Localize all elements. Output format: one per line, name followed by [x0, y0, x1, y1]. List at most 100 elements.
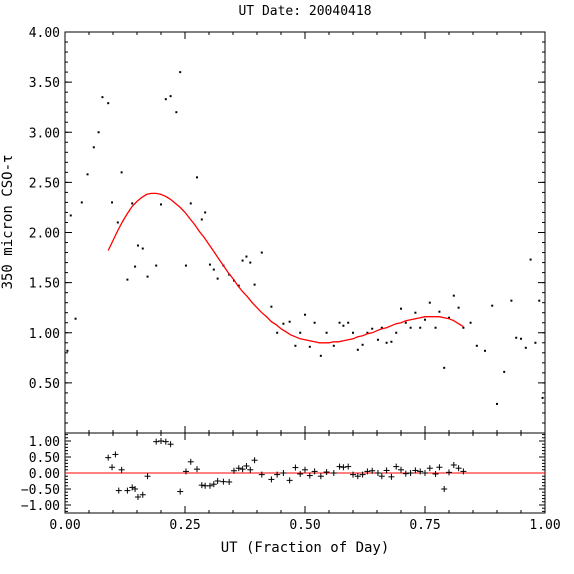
data-point [120, 171, 123, 174]
residual-point [292, 464, 299, 471]
data-point [245, 255, 248, 258]
data-point [457, 306, 460, 309]
data-point [541, 396, 544, 399]
residual-point [280, 470, 287, 476]
residual-point [306, 472, 313, 479]
data-point [86, 173, 89, 176]
data-point [189, 202, 192, 205]
residual-point [412, 467, 419, 474]
data-point [520, 337, 522, 340]
residual-point [364, 468, 371, 475]
data-point [352, 331, 354, 334]
data-point [448, 316, 450, 319]
residual-point [220, 478, 227, 485]
data-point [131, 202, 134, 205]
residual-point [450, 462, 457, 468]
residual-point [162, 438, 169, 445]
x-tick-label: 0.00 [49, 518, 80, 533]
data-point [524, 346, 527, 349]
data-point [424, 318, 426, 321]
y-axis-label: 350 micron CSO-τ [0, 155, 16, 290]
data-point [538, 299, 541, 302]
data-point [241, 259, 244, 262]
y-tick-label: 0.50 [29, 451, 60, 466]
data-point [111, 201, 114, 204]
y-tick-label: 1.00 [29, 435, 60, 450]
x-tick-label: 0.50 [289, 518, 320, 533]
data-point [134, 265, 137, 268]
top-panel: 0.50 1.00 1.50 2.00 2.50 3.00 3.50 4.00 [29, 26, 546, 434]
data-point [529, 258, 532, 261]
data-point [116, 221, 119, 224]
residual-point [354, 473, 361, 480]
data-point [299, 331, 302, 334]
residual-point [350, 471, 356, 478]
data-point [371, 327, 374, 330]
data-point [414, 311, 417, 314]
residual-point [230, 467, 237, 474]
residual-point [388, 473, 395, 480]
residual-point [210, 481, 217, 488]
data-point [469, 321, 472, 324]
data-point [366, 331, 369, 334]
plot-frame [64, 31, 546, 434]
data-point [496, 402, 498, 405]
residual-point [422, 470, 428, 476]
residual-point [153, 438, 160, 445]
residual-point [105, 454, 112, 461]
residual-point [311, 468, 318, 475]
data-point [155, 264, 158, 267]
residual-point [182, 468, 189, 475]
data-point [356, 348, 359, 351]
data-point [80, 201, 83, 204]
data-point [101, 96, 104, 99]
residual-point [118, 466, 125, 473]
data-point [74, 317, 77, 320]
data-point [208, 263, 211, 266]
residual-point [393, 463, 400, 470]
data-point [66, 349, 69, 352]
residual-point [115, 487, 122, 494]
data-point [510, 299, 513, 302]
residual-point [251, 457, 258, 464]
y-tick-label: −0.50 [21, 483, 60, 498]
data-point [204, 211, 207, 214]
data-point [438, 310, 441, 313]
residual-point [336, 463, 343, 470]
residual-point [330, 470, 337, 476]
data-point [534, 341, 537, 344]
data-point [200, 218, 203, 221]
data-point [428, 301, 431, 304]
residual-point [167, 441, 174, 448]
residual-point [239, 466, 246, 473]
residual-point [158, 438, 164, 444]
residual-point [124, 487, 131, 494]
residual-point [359, 471, 366, 478]
residual-point [235, 465, 242, 472]
residual-point [345, 463, 352, 470]
residual-point [286, 477, 293, 484]
residual-point [187, 458, 194, 465]
residual-point [247, 466, 254, 473]
residual-point [402, 470, 409, 477]
data-point [475, 344, 478, 347]
data-point [419, 326, 422, 329]
y-tick-label: 0.00 [29, 467, 60, 482]
data-point [404, 321, 407, 324]
x-tick-label: 0.75 [409, 518, 440, 533]
y-tick-label: 2.00 [29, 227, 60, 242]
residual-point [426, 465, 433, 472]
data-point [237, 284, 240, 287]
data-point [97, 131, 100, 134]
data-point [212, 268, 215, 271]
data-point [515, 336, 518, 339]
data-point [452, 294, 455, 297]
residual-point [302, 466, 308, 473]
data-point [260, 251, 263, 254]
residual-point [317, 473, 324, 480]
data-point [380, 326, 383, 329]
data-point [313, 321, 316, 324]
residual-point [258, 471, 265, 478]
data-point [179, 71, 182, 74]
data-point [319, 354, 322, 357]
